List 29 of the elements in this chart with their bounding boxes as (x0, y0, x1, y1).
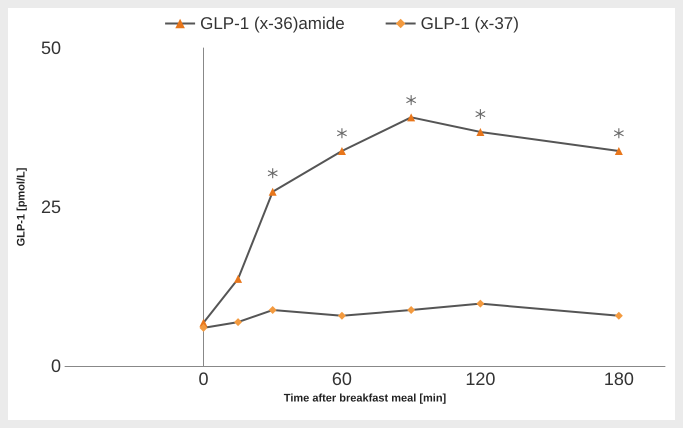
point (407, 113, 416, 122)
point (268, 168, 278, 178)
point (336, 128, 347, 138)
point (338, 147, 346, 156)
x-tick-label: 120 (465, 369, 496, 389)
legend-label: GLP-1 (x-36)amide (200, 14, 345, 33)
point (234, 318, 242, 326)
y-tick-label: 0 (50, 356, 61, 376)
legend-label: GLP-1 (x-37) (420, 14, 519, 33)
point (338, 312, 346, 320)
y-axis-title: GLP-1 [pmol/L] (16, 167, 28, 246)
point (268, 188, 277, 196)
point (614, 312, 623, 320)
point (234, 274, 242, 283)
y-tick-label: 50 (40, 38, 61, 58)
point (475, 109, 486, 120)
point (199, 324, 208, 332)
point (476, 128, 484, 136)
x-tick-label: 180 (604, 369, 634, 389)
point (614, 128, 624, 138)
point (268, 306, 277, 314)
y-tick-label: 25 (40, 197, 61, 217)
x-axis-title: Time after breakfast meal [min] (284, 392, 447, 404)
point (406, 95, 416, 106)
point (407, 306, 416, 314)
x-tick-label: 0 (198, 369, 208, 389)
point (476, 300, 484, 308)
x-tick-label: 60 (332, 369, 352, 389)
point (614, 147, 623, 156)
